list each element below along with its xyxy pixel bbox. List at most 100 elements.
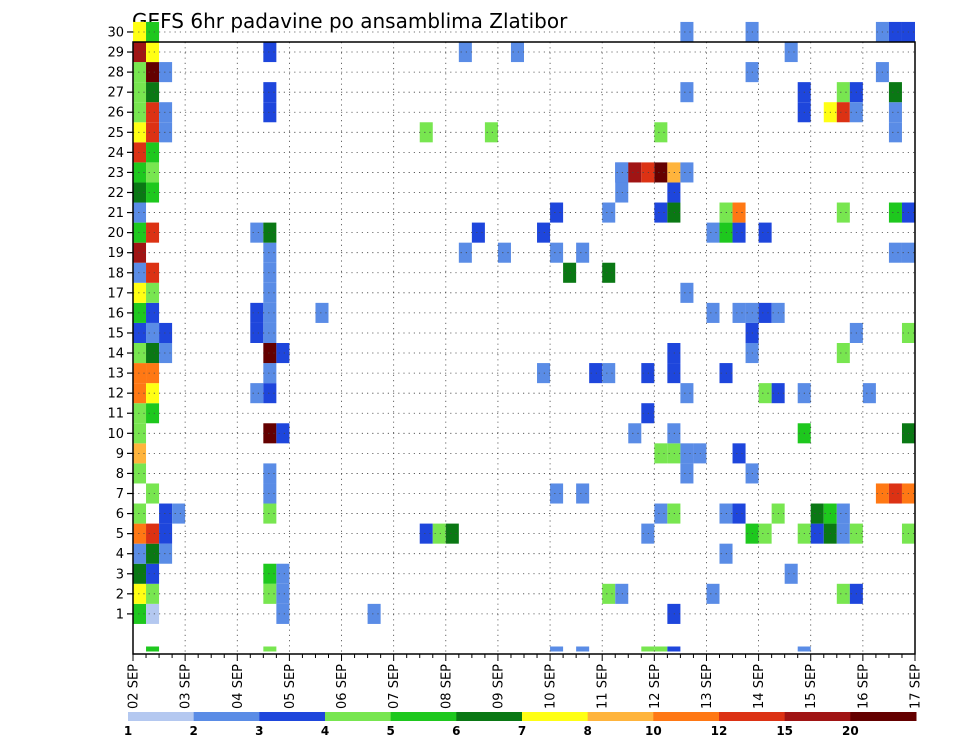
cell-72 xyxy=(263,463,277,484)
y-tick-label-23: 23 xyxy=(107,166,124,181)
y-axis: 1234567891011121314151617181920212223242… xyxy=(107,25,133,622)
cell-215 xyxy=(888,21,902,42)
y-tick-label-5: 5 xyxy=(116,527,124,542)
cell-197 xyxy=(836,202,850,223)
cell-114 xyxy=(602,583,616,604)
cell-25 xyxy=(133,82,147,103)
y-tick-label-17: 17 xyxy=(107,286,124,301)
cell-165 xyxy=(732,202,746,223)
colorbar-label-20: 20 xyxy=(842,724,859,738)
cell-95 xyxy=(432,523,446,544)
cell-29 xyxy=(146,646,160,652)
colorbar-swatch-3 xyxy=(325,712,392,721)
cell-39 xyxy=(146,343,160,364)
x-tick-label-15: 17 SEP xyxy=(909,664,924,709)
cell-180 xyxy=(784,563,798,584)
cell-174 xyxy=(758,383,772,404)
y-tick-label-13: 13 xyxy=(107,367,124,382)
y-tick-label-8: 8 xyxy=(116,467,124,482)
cell-20 xyxy=(133,182,147,203)
cell-161 xyxy=(732,503,746,524)
cell-135 xyxy=(667,646,681,652)
cell-209 xyxy=(888,483,902,504)
cell-74 xyxy=(263,383,277,404)
cell-118 xyxy=(615,583,629,604)
cell-81 xyxy=(263,242,277,263)
cell-73 xyxy=(263,423,277,444)
colorbar-swatch-7 xyxy=(587,712,654,721)
cell-153 xyxy=(706,583,720,604)
colorbar-swatch-0 xyxy=(128,712,195,721)
cell-123 xyxy=(628,162,642,183)
cell-79 xyxy=(263,282,277,303)
cell-98 xyxy=(458,42,472,63)
cell-111 xyxy=(576,483,590,504)
cell-146 xyxy=(680,443,694,464)
cell-18 xyxy=(133,222,147,243)
cell-189 xyxy=(810,503,824,524)
cell-214 xyxy=(888,82,902,103)
cell-121 xyxy=(615,162,629,183)
cell-119 xyxy=(615,182,629,203)
cell-163 xyxy=(732,302,746,323)
cell-33 xyxy=(146,543,160,564)
colorbar-label-5: 5 xyxy=(386,724,394,738)
colorbar-swatch-9 xyxy=(719,712,786,721)
y-tick-label-21: 21 xyxy=(107,206,124,221)
y-tick-label-24: 24 xyxy=(107,146,124,161)
colorbar-label-7: 7 xyxy=(518,724,526,738)
y-tick-label-16: 16 xyxy=(107,306,124,321)
x-tick-label-6: 08 SEP xyxy=(439,664,454,709)
cell-82 xyxy=(263,222,277,243)
cell-94 xyxy=(419,122,433,143)
cell-93 xyxy=(419,523,433,544)
cell-28 xyxy=(133,21,147,42)
cell-108 xyxy=(550,202,564,223)
cell-84 xyxy=(263,82,277,103)
y-tick-label-9: 9 xyxy=(116,447,124,462)
cell-6 xyxy=(133,463,147,484)
y-tick-label-25: 25 xyxy=(107,126,124,141)
cell-116 xyxy=(602,262,616,283)
cell-155 xyxy=(706,222,720,243)
cell-106 xyxy=(550,483,564,504)
cell-11 xyxy=(133,363,147,384)
cell-102 xyxy=(510,42,524,63)
cell-60 xyxy=(159,102,173,123)
cell-3 xyxy=(133,543,147,564)
x-tick-label-1: 03 SEP xyxy=(179,664,194,709)
cell-104 xyxy=(537,363,551,384)
cell-86 xyxy=(276,603,290,624)
cell-50 xyxy=(146,82,160,103)
cell-75 xyxy=(263,363,277,384)
cell-24 xyxy=(133,102,147,123)
cell-92 xyxy=(367,603,381,624)
cell-173 xyxy=(758,523,772,544)
colorbar-swatch-4 xyxy=(390,712,457,721)
cell-37 xyxy=(146,383,160,404)
cell-35 xyxy=(146,483,160,504)
plot-frame xyxy=(132,41,916,655)
cell-layer xyxy=(133,21,915,652)
cell-71 xyxy=(263,483,277,504)
y-tick-label-4: 4 xyxy=(116,547,124,562)
cell-32 xyxy=(146,563,160,584)
x-tick-label-12: 14 SEP xyxy=(752,664,767,709)
cell-164 xyxy=(732,222,746,243)
cell-76 xyxy=(263,343,277,364)
cell-212 xyxy=(888,122,902,143)
cell-151 xyxy=(680,21,694,42)
cell-31 xyxy=(146,583,160,604)
cell-27 xyxy=(133,42,147,63)
colorbar-label-15: 15 xyxy=(776,724,793,738)
colorbar-label-12: 12 xyxy=(711,724,728,738)
cell-83 xyxy=(263,102,277,123)
cell-210 xyxy=(888,242,902,263)
cell-182 xyxy=(797,646,811,652)
cell-100 xyxy=(484,122,498,143)
cell-195 xyxy=(836,343,850,364)
y-tick-label-18: 18 xyxy=(107,266,124,281)
cell-147 xyxy=(680,383,694,404)
cell-199 xyxy=(836,102,850,123)
y-tick-label-30: 30 xyxy=(107,25,124,40)
